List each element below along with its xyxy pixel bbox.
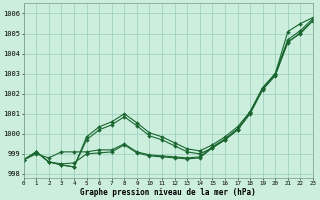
X-axis label: Graphe pression niveau de la mer (hPa): Graphe pression niveau de la mer (hPa) <box>80 188 256 197</box>
